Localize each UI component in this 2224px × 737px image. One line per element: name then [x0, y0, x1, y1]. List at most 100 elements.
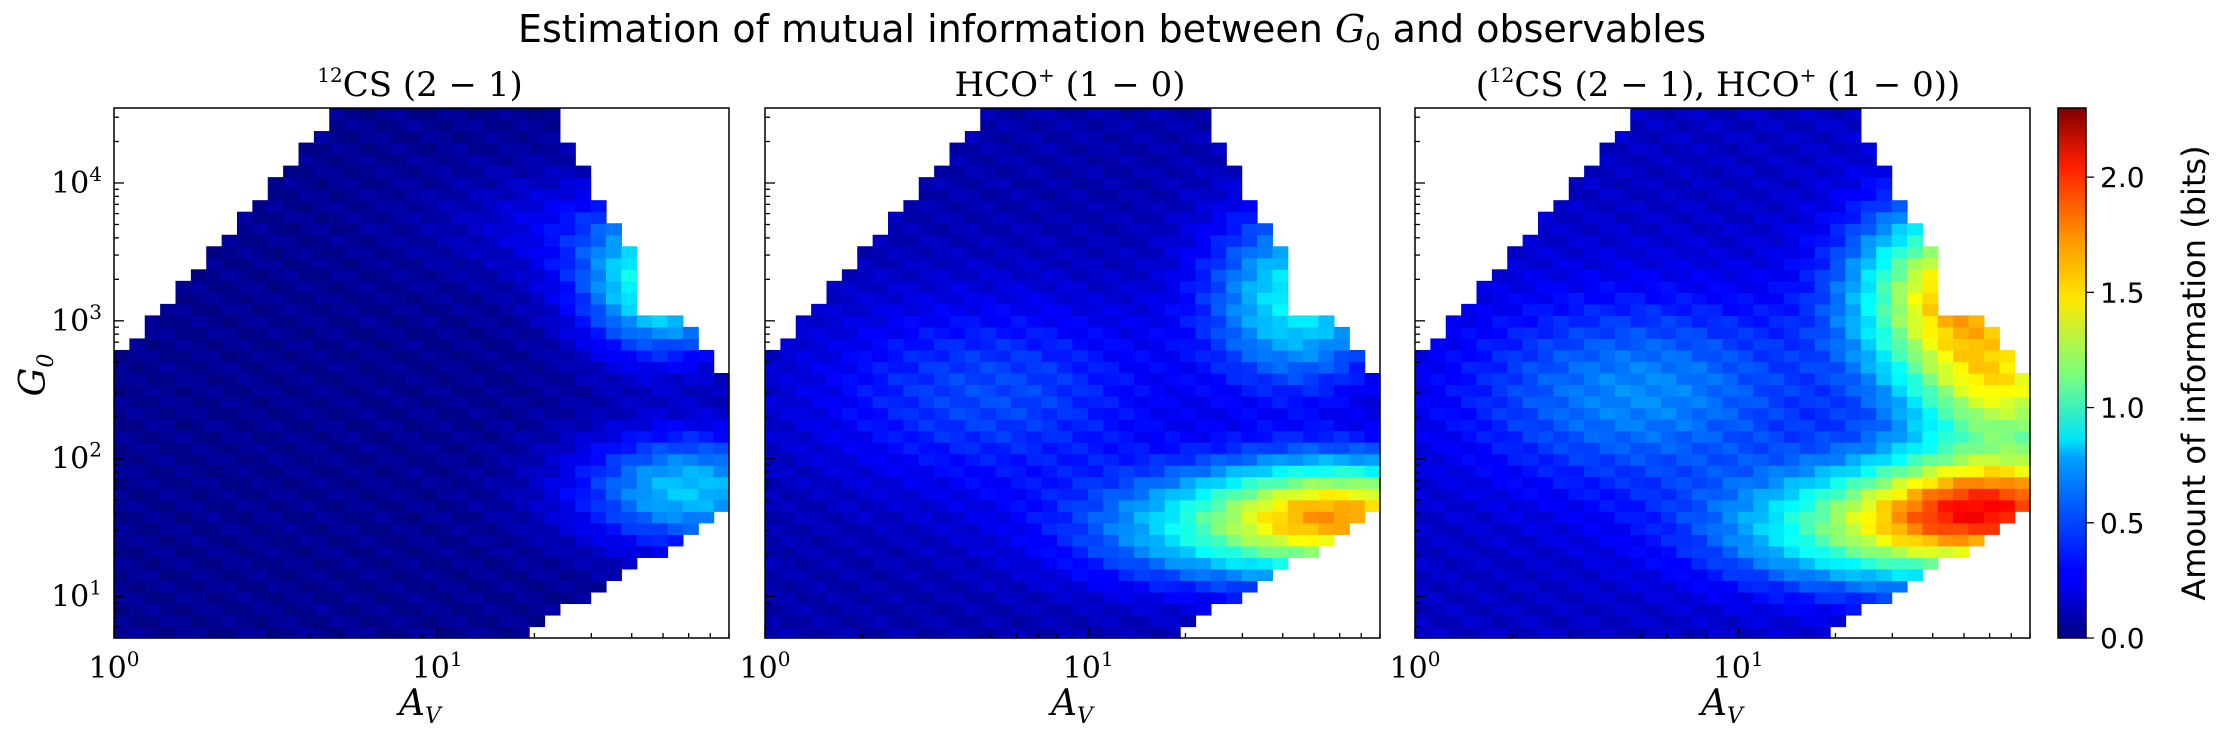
heatmap-cell — [606, 396, 622, 409]
heatmap-cell — [903, 511, 920, 524]
heatmap-cell — [1845, 603, 1862, 616]
heatmap-cell — [636, 361, 653, 374]
heatmap-cell — [1922, 326, 1939, 340]
heatmap-cell — [498, 626, 515, 639]
heatmap-cell — [811, 511, 828, 524]
heatmap-cell — [252, 234, 269, 247]
figure-suptitle: Estimation of mutual information between… — [518, 7, 1706, 56]
heatmap-cell — [1538, 568, 1554, 581]
heatmap-cell — [1149, 476, 1166, 489]
heatmap-cell — [436, 488, 453, 501]
heatmap-cell — [841, 384, 858, 397]
heatmap-cell — [1149, 580, 1166, 593]
heatmap-cell — [1645, 326, 1662, 340]
heatmap-cell — [682, 522, 699, 535]
heatmap-cell — [918, 476, 935, 489]
heatmap-cell — [406, 108, 423, 121]
heatmap-cell — [237, 373, 253, 386]
heatmap-cell — [872, 269, 889, 282]
heatmap-cell — [1568, 626, 1585, 639]
heatmap-cell — [1814, 188, 1831, 201]
heatmap-cell — [1210, 407, 1227, 420]
heatmap-cell — [421, 614, 438, 628]
heatmap-cell — [1799, 246, 1816, 259]
heatmap-cell — [698, 442, 715, 455]
heatmap-cell — [1568, 292, 1585, 305]
heatmap-cell — [1118, 453, 1135, 466]
heatmap-cell — [529, 108, 546, 121]
heatmap-cell — [1568, 568, 1585, 581]
heatmap-cell — [237, 315, 253, 328]
heatmap-cell — [903, 522, 920, 535]
heatmap-cell — [360, 349, 376, 363]
heatmap-cell — [1180, 442, 1197, 455]
heatmap-cell — [1614, 223, 1631, 236]
heatmap-cell — [1445, 326, 1462, 340]
heatmap-cell — [237, 580, 253, 593]
heatmap-cell — [1430, 465, 1447, 478]
heatmap-cell — [1661, 407, 1677, 420]
heatmap-cell — [467, 257, 484, 270]
heatmap-cell — [841, 614, 858, 628]
heatmap-cell — [1722, 407, 1739, 420]
heatmap-cell — [498, 511, 515, 524]
heatmap-cell — [1103, 246, 1120, 259]
heatmap-cell — [329, 131, 346, 144]
heatmap-cell — [1568, 373, 1585, 386]
heatmap-cell — [313, 257, 330, 270]
x-axis-label: AV — [1048, 683, 1095, 729]
heatmap-cell — [1461, 407, 1478, 420]
heatmap-cell — [1891, 303, 1908, 316]
heatmap-cell — [1630, 442, 1647, 455]
heatmap-cell — [1691, 246, 1708, 259]
heatmap-cell — [1983, 361, 2000, 374]
heatmap-cell — [529, 119, 546, 132]
heatmap-cell — [452, 614, 469, 628]
heatmap-cell — [888, 223, 904, 236]
heatmap-cell — [1599, 200, 1616, 213]
heatmap-cell — [452, 154, 469, 167]
heatmap-cell — [313, 292, 330, 305]
heatmap-cell — [483, 545, 499, 558]
heatmap-cell — [1349, 488, 1366, 501]
heatmap-cell — [221, 545, 238, 558]
heatmap-cell — [1768, 303, 1785, 316]
heatmap-cell — [529, 614, 546, 628]
heatmap-cell — [206, 257, 223, 270]
heatmap-cell — [175, 361, 192, 374]
heatmap-cell — [918, 200, 935, 213]
heatmap-cell — [934, 177, 951, 190]
heatmap-cell — [795, 326, 812, 340]
heatmap-cell — [949, 419, 966, 432]
heatmap-cell — [1584, 419, 1601, 432]
heatmap-cell — [1134, 361, 1150, 374]
heatmap-cell — [2014, 419, 2031, 432]
heatmap-cell — [375, 338, 392, 351]
heatmap-cell — [1072, 246, 1089, 259]
heatmap-cell — [1891, 419, 1908, 432]
heatmap-cell — [1272, 303, 1289, 316]
heatmap-cell — [590, 269, 607, 282]
heatmap-cell — [237, 349, 253, 363]
heatmap-cell — [498, 223, 515, 236]
heatmap-cell — [206, 614, 223, 628]
heatmap-cell — [1737, 545, 1754, 558]
heatmap-cell — [1118, 257, 1135, 270]
heatmap-cell — [934, 234, 951, 247]
heatmap-cell — [1195, 430, 1212, 443]
heatmap-cell — [857, 626, 874, 639]
heatmap-cell — [1507, 511, 1524, 524]
heatmap-cell — [1691, 430, 1708, 443]
heatmap-cell — [1180, 396, 1197, 409]
heatmap-cell — [1507, 442, 1524, 455]
heatmap-cell — [1630, 396, 1647, 409]
heatmap-cell — [1968, 522, 1985, 535]
heatmap-cell — [529, 499, 546, 512]
heatmap-cell — [421, 476, 438, 489]
heatmap-cell — [1983, 338, 2000, 351]
heatmap-cell — [841, 326, 858, 340]
heatmap-cell — [1461, 442, 1478, 455]
heatmap-cell — [1415, 396, 1431, 409]
heatmap-cell — [467, 131, 484, 144]
heatmap-cell — [498, 407, 515, 420]
